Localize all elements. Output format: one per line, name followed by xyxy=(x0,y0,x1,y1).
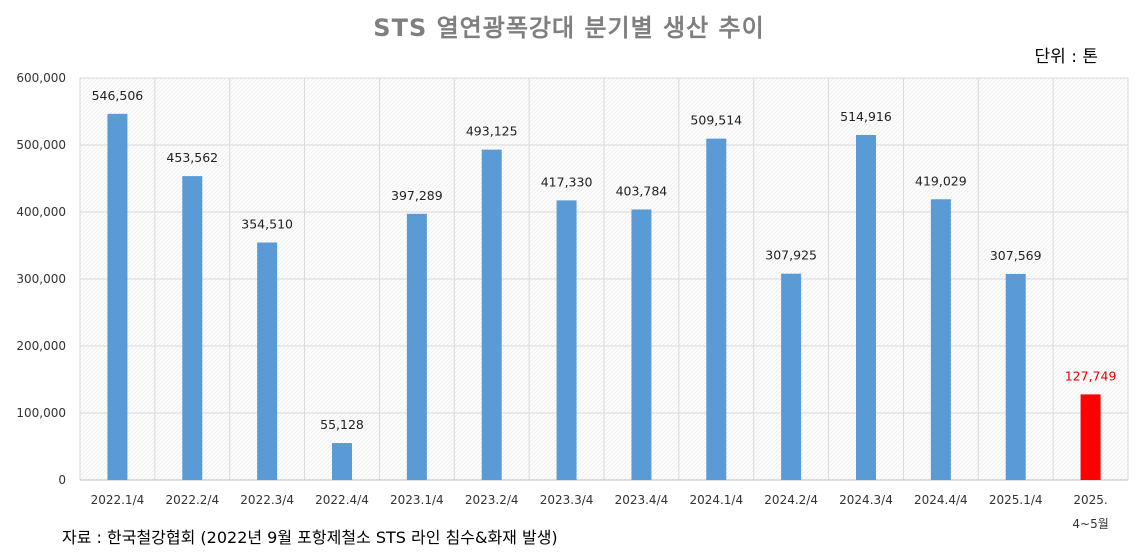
unit-label: 단위 : 톤 xyxy=(1034,47,1098,67)
bar xyxy=(107,113,128,481)
x-tick-label: 2022.4/4 xyxy=(315,493,369,507)
bar xyxy=(1005,273,1026,480)
data-label: 417,330 xyxy=(541,174,593,189)
bar xyxy=(332,443,352,480)
x-tick-label: 2022.3/4 xyxy=(240,493,294,507)
y-tick-label: 600,000 xyxy=(16,71,66,85)
chart-title: STS 열연광폭강대 분기별 생산 추이 xyxy=(373,14,765,42)
bar xyxy=(781,273,802,480)
y-tick-label: 200,000 xyxy=(16,339,66,353)
bar xyxy=(1080,394,1101,480)
x-tick-label: 2024.1/4 xyxy=(689,493,743,507)
bar xyxy=(930,199,951,481)
bar xyxy=(556,200,577,480)
bar xyxy=(631,209,652,480)
data-label: 397,289 xyxy=(391,188,443,203)
data-label: 493,125 xyxy=(466,124,518,139)
x-tick-label: 2023.3/4 xyxy=(540,493,594,507)
data-label: 453,562 xyxy=(166,150,218,165)
data-label: 307,925 xyxy=(765,248,817,263)
x-tick-label: 2023.2/4 xyxy=(465,493,519,507)
x-tick-label: 2025. xyxy=(1073,493,1107,507)
data-label: 55,128 xyxy=(320,417,364,432)
bar xyxy=(481,149,502,480)
y-tick-label: 100,000 xyxy=(16,406,66,420)
bar xyxy=(257,242,278,480)
data-label: 546,506 xyxy=(92,88,144,103)
x-tick-label: 2024.2/4 xyxy=(764,493,818,507)
data-label: 419,029 xyxy=(915,173,967,188)
x-tick-label: 2024.4/4 xyxy=(914,493,968,507)
y-tick-label: 400,000 xyxy=(16,205,66,219)
x-tick-label: 2023.1/4 xyxy=(390,493,444,507)
data-label: 307,569 xyxy=(990,248,1042,263)
x-tick-label: 2024.3/4 xyxy=(839,493,893,507)
y-tick-label: 500,000 xyxy=(16,138,66,152)
bar xyxy=(182,176,203,480)
x-tick-label: 2022.2/4 xyxy=(165,493,219,507)
bar xyxy=(406,213,427,480)
x-tick-label: 2022.1/4 xyxy=(91,493,145,507)
data-label: 354,510 xyxy=(241,216,293,231)
data-label: 403,784 xyxy=(616,183,668,198)
data-label: 127,749 xyxy=(1065,368,1117,383)
data-label: 514,916 xyxy=(840,109,892,124)
bar xyxy=(706,138,727,481)
x-tick-label: 2025.1/4 xyxy=(989,493,1043,507)
bar xyxy=(856,135,876,480)
source-note: 자료 : 한국철강협회 (2022년 9월 포항제철소 STS 라인 침수&화재… xyxy=(62,528,558,547)
y-tick-label: 0 xyxy=(58,473,66,487)
x-tick-label: 4~5월 xyxy=(1072,517,1108,531)
y-tick-label: 300,000 xyxy=(16,272,66,286)
data-label: 509,514 xyxy=(690,113,742,128)
x-tick-label: 2023.4/4 xyxy=(615,493,669,507)
